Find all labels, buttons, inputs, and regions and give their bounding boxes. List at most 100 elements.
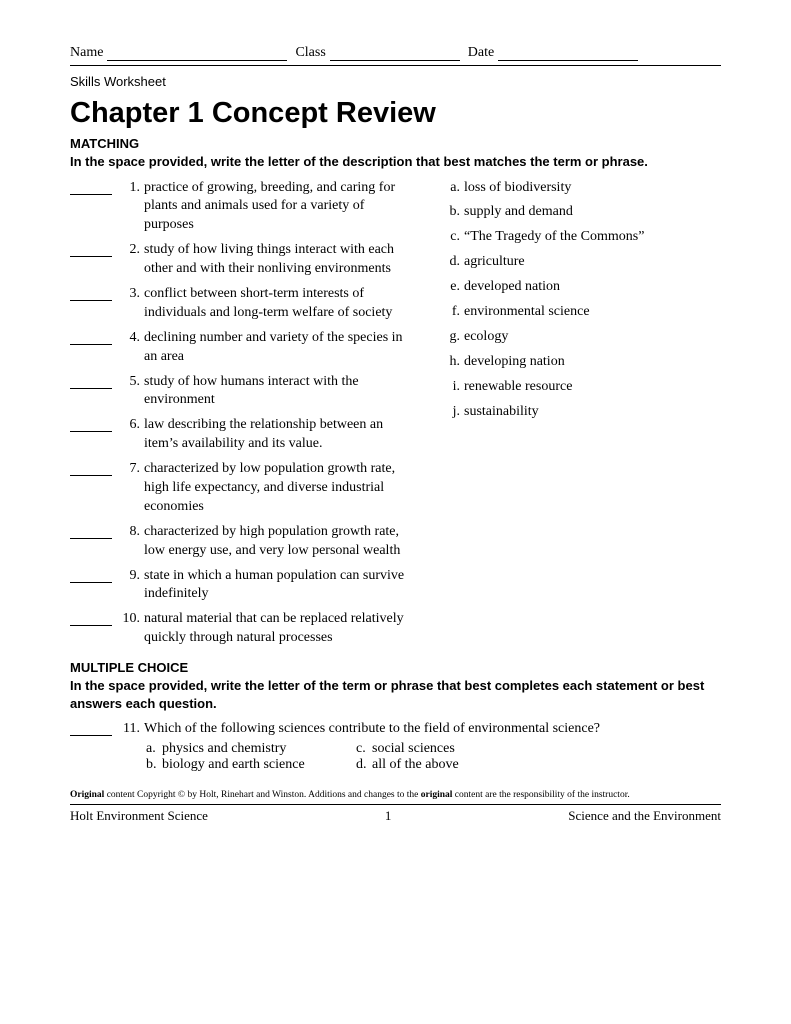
question-text: conflict between short-term interests of… [144,285,410,323]
matching-heading: MATCHING [70,136,721,151]
answer-letter: a. [444,179,460,198]
mc-instructions: In the space provided, write the letter … [70,677,721,712]
option-letter: c. [356,741,372,757]
answer-blank[interactable] [70,181,112,195]
question-number: 6. [118,416,140,435]
answer-blank[interactable] [70,462,112,476]
matching-questions: 1.practice of growing, breeding, and car… [70,179,410,655]
answer-blank[interactable] [70,243,112,257]
footer-right: Science and the Environment [568,808,721,824]
answer-letter: b. [444,203,460,222]
answer-text: developed nation [464,278,721,297]
answer-letter: j. [444,403,460,422]
name-blank[interactable] [107,46,287,61]
date-field: Date [468,45,638,61]
answer-blank[interactable] [70,612,112,626]
answer-blank[interactable] [70,375,112,389]
note-bold-2: original [421,790,453,800]
question-number: 5. [118,373,140,392]
matching-answers: a.loss of biodiversity b.supply and deman… [434,179,721,655]
answer-text: “The Tragedy of the Commons” [464,228,721,247]
answer-text: ecology [464,328,721,347]
chapter-title: Chapter 1 Concept Review [70,97,721,130]
answer-letter: c. [444,228,460,247]
footer-page-number: 1 [385,808,392,824]
matching-answer: b.supply and demand [444,203,721,222]
answer-text: sustainability [464,403,721,422]
option-letter: a. [146,741,162,757]
header-fields: Name Class Date [70,45,721,61]
answer-letter: g. [444,328,460,347]
class-blank[interactable] [330,46,460,61]
note-text-2: content are the responsibility of the in… [452,790,629,800]
question-text: law describing the relationship between … [144,416,410,454]
question-text: study of how humans interact with the en… [144,373,410,411]
matching-question: 1.practice of growing, breeding, and car… [70,179,410,236]
matching-answer: f.environmental science [444,303,721,322]
answer-blank[interactable] [70,722,112,736]
copyright-note: Original content Copyright © by Holt, Ri… [70,789,721,801]
question-text: declining number and variety of the spec… [144,329,410,367]
question-stem: Which of the following sciences contribu… [144,720,721,739]
skills-worksheet-label: Skills Worksheet [70,74,721,89]
answer-text: developing nation [464,353,721,372]
matching-answer: a.loss of biodiversity [444,179,721,198]
question-text: state in which a human population can su… [144,567,410,605]
option-text: all of the above [372,757,459,773]
matching-question: 8.characterized by high population growt… [70,523,410,561]
question-number: 8. [118,523,140,542]
matching-question: 10.natural material that can be replaced… [70,610,410,648]
name-field: Name [70,45,287,61]
answer-blank[interactable] [70,525,112,539]
option-text: social sciences [372,741,455,757]
answer-blank[interactable] [70,569,112,583]
question-number: 3. [118,285,140,304]
answer-text: supply and demand [464,203,721,222]
mc-options: a.physics and chemistry b.biology and ea… [146,741,721,773]
question-text: characterized by high population growth … [144,523,410,561]
mc-question-11: 11. Which of the following sciences cont… [70,720,721,773]
answer-blank[interactable] [70,287,112,301]
header-rule [70,65,721,66]
class-label: Class [295,45,325,61]
date-blank[interactable] [498,46,638,61]
matching-question: 5.study of how humans interact with the … [70,373,410,411]
answer-blank[interactable] [70,418,112,432]
question-text: practice of growing, breeding, and carin… [144,179,410,236]
option-d: d.all of the above [356,757,566,773]
question-number: 10. [118,610,140,629]
answer-letter: i. [444,378,460,397]
matching-answer: j.sustainability [444,403,721,422]
matching-question: 2.study of how living things interact wi… [70,241,410,279]
question-text: study of how living things interact with… [144,241,410,279]
matching-answer: c.“The Tragedy of the Commons” [444,228,721,247]
matching-question: 9.state in which a human population can … [70,567,410,605]
mc-heading: MULTIPLE CHOICE [70,660,721,675]
matching-question: 6.law describing the relationship betwee… [70,416,410,454]
matching-section: 1.practice of growing, breeding, and car… [70,179,721,655]
question-number: 11. [118,720,140,739]
question-number: 7. [118,460,140,479]
answer-letter: d. [444,253,460,272]
footer-rule [70,804,721,805]
answer-text: renewable resource [464,378,721,397]
question-number: 4. [118,329,140,348]
question-number: 9. [118,567,140,586]
question-text: natural material that can be replaced re… [144,610,410,648]
option-text: biology and earth science [162,757,305,773]
worksheet-page: Name Class Date Skills Worksheet Chapter… [0,0,791,1024]
matching-answer: g.ecology [444,328,721,347]
answer-letter: e. [444,278,460,297]
answer-text: environmental science [464,303,721,322]
answer-letter: h. [444,353,460,372]
option-letter: d. [356,757,372,773]
footer-bar: Holt Environment Science 1 Science and t… [70,808,721,824]
matching-answer: i.renewable resource [444,378,721,397]
note-bold-1: Original [70,790,104,800]
question-number: 2. [118,241,140,260]
footer-left: Holt Environment Science [70,808,208,824]
question-text: characterized by low population growth r… [144,460,410,517]
answer-blank[interactable] [70,331,112,345]
option-text: physics and chemistry [162,741,286,757]
date-label: Date [468,45,494,61]
